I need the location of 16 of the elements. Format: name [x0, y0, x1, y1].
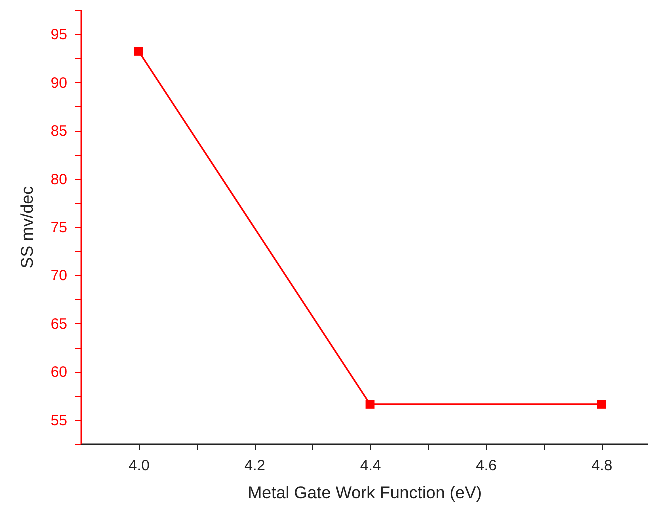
y-tick-label: 55 [50, 412, 68, 430]
y-tick-label: 65 [50, 316, 68, 333]
y-tick-label: 85 [50, 123, 68, 140]
y-tick-label: 75 [50, 220, 68, 236]
y-axis-title: SS mv/dec [18, 186, 37, 269]
y-tick-label: 70 [50, 268, 68, 285]
x-tick-label: 4.6 [476, 458, 497, 474]
y-tick-label: 60 [50, 364, 68, 382]
x-tick-label: 4.4 [360, 458, 382, 474]
y-tick-label: 80 [50, 171, 68, 188]
x-axis-title: Metal Gate Work Function (eV) [248, 484, 482, 502]
x-tick-label: 4.8 [592, 458, 613, 474]
x-tick-label: 4.0 [128, 458, 150, 474]
y-tick-label: 90 [50, 74, 68, 92]
x-tick-label: 4.2 [244, 458, 266, 474]
y-tick-label: 95 [50, 26, 68, 44]
